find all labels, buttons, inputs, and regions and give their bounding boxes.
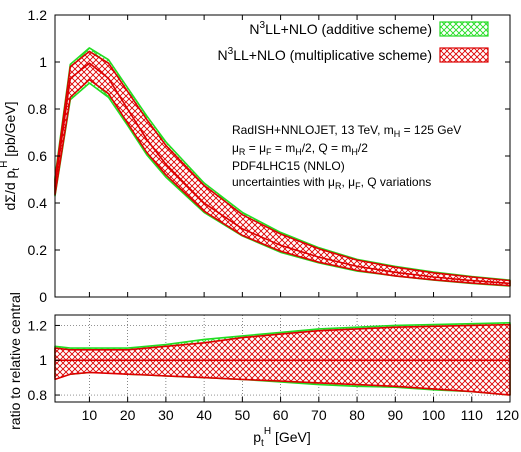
ratio-xlabel: ptH [GeV] (253, 426, 311, 449)
ratio-plot-frame (54, 314, 511, 403)
annotation-line-1: RadISH+NNLOJET, 13 TeV, mH = 125 GeV (232, 123, 461, 139)
main-ytick-label: 1 (39, 54, 47, 70)
ratio-xtick-label: 60 (273, 407, 289, 423)
ratio-xtick-label: 80 (349, 407, 365, 423)
annotation-block: RadISH+NNLOJET, 13 TeV, mH = 125 GeV μR … (232, 123, 461, 191)
main-ytick-label: 0.4 (28, 195, 48, 211)
main-panel: 0 0.2 0.4 0.6 0.8 1 1.2 dΣ/d ptH [pb/GeV] N3LL… (0, 7, 511, 305)
ratio-xtick-label: 50 (235, 407, 251, 423)
legend-swatch-multiplicative (439, 47, 489, 63)
ratio-xtick-label: 120 (496, 407, 520, 423)
ratio-xtick-label: 20 (120, 407, 136, 423)
ratio-panel: 0.8 1 1.2 10 20 30 40 50 60 70 80 90 100 110 120 ratio… (7, 292, 519, 449)
ratio-xtick-label: 70 (311, 407, 327, 423)
legend-swatch-additive (439, 21, 489, 37)
main-ytick-label: 0.6 (28, 148, 48, 164)
ratio-xtick-label: 90 (388, 407, 404, 423)
ratio-xtick-label: 110 (461, 407, 484, 423)
ratio-xtick-label: 30 (158, 407, 174, 423)
annotation-line-2: μR = μF = mH/2, Q = mH/2 (232, 141, 368, 157)
legend-entry-multiplicative: N3LL+NLO (multiplicative scheme) (218, 46, 432, 63)
ratio-ytick-label: 1.2 (28, 317, 48, 333)
ratio-ytick-label: 1 (39, 352, 47, 368)
main-ytick-label: 0.2 (28, 242, 48, 258)
main-ylabel: dΣ/d ptH [pb/GeV] (0, 102, 22, 211)
main-ytick-label: 0 (39, 289, 47, 305)
legend: N3LL+NLO (additive scheme) N3LL+NLO (mul… (218, 20, 489, 63)
ratio-ytick-label: 0.8 (28, 387, 48, 403)
main-central-line (54, 62, 511, 285)
ratio-xtick-label: 10 (82, 407, 98, 423)
legend-entry-additive: N3LL+NLO (additive scheme) (249, 20, 432, 37)
ratio-ylabel: ratio to relative central (7, 292, 23, 430)
main-ytick-label: 1.2 (28, 7, 48, 23)
main-ytick-label: 0.8 (28, 101, 48, 117)
ratio-xtick-label: 100 (422, 407, 446, 423)
annotation-line-4: uncertainties with μR, μF, Q variations (232, 175, 431, 191)
ratio-xtick-label: 40 (196, 407, 212, 423)
annotation-line-3: PDF4LHC15 (NNLO) (232, 159, 345, 173)
